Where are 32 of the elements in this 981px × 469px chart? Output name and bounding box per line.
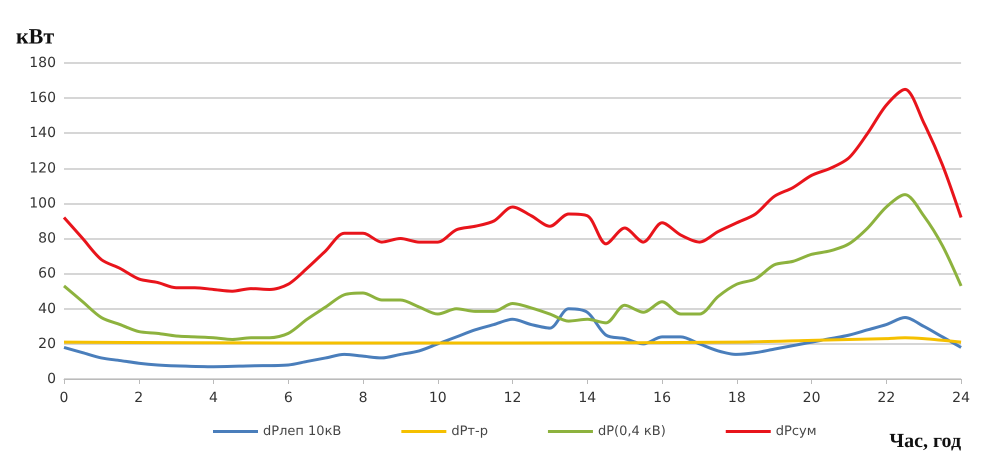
x-tick-label: 10 — [428, 390, 447, 406]
x-tick-label: 4 — [209, 390, 218, 406]
legend-label: dPт-р — [451, 424, 488, 439]
x-tick-label: 20 — [802, 390, 820, 406]
x-tick-label: 14 — [578, 390, 596, 406]
y-tick-label: 160 — [29, 90, 56, 106]
y-tick-label: 40 — [38, 300, 56, 317]
y-tick-label: 60 — [38, 266, 56, 282]
y-tick-label: 0 — [47, 371, 56, 387]
x-tick-label: 6 — [284, 390, 293, 406]
x-tick-label: 16 — [653, 390, 672, 406]
x-axis-title: Час, год — [889, 430, 962, 452]
line-series — [62, 193, 963, 341]
x-tick-label: 24 — [952, 390, 970, 406]
x-tick-label: 8 — [358, 390, 368, 406]
y-tick-label: 120 — [29, 160, 56, 176]
line-series — [62, 88, 963, 293]
y-tick-label: 140 — [29, 125, 56, 142]
x-tick-label: 2 — [134, 390, 144, 406]
x-tick-label: 0 — [60, 390, 68, 406]
y-tick-label: 80 — [38, 230, 56, 247]
y-axis-title: кВт — [16, 24, 54, 48]
legend-label: dP(0,4 кВ) — [598, 424, 666, 439]
legend-label: dPсум — [776, 424, 817, 439]
y-tick-label: 180 — [29, 55, 56, 71]
x-tick-label: 22 — [877, 390, 896, 406]
line-series — [62, 307, 963, 368]
x-tick-label: 12 — [504, 390, 522, 406]
x-tick-label: 18 — [728, 390, 746, 406]
legend-label: dPлеп 10кВ — [263, 424, 342, 439]
y-tick-label: 100 — [29, 195, 56, 212]
y-tick-label: 20 — [38, 336, 56, 352]
